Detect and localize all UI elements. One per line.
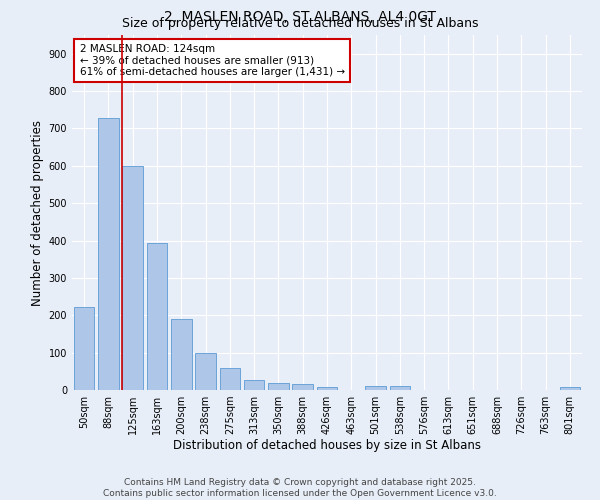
Bar (268, 382, 289, 390)
Bar (389, 386, 410, 390)
Text: 2 MASLEN ROAD: 124sqm
← 39% of detached houses are smaller (913)
61% of semi-det: 2 MASLEN ROAD: 124sqm ← 39% of detached … (80, 44, 345, 77)
Bar (74, 307, 94, 390)
X-axis label: Distribution of detached houses by size in St Albans: Distribution of detached houses by size … (173, 438, 481, 452)
Text: Size of property relative to detached houses in St Albans: Size of property relative to detached ho… (122, 18, 478, 30)
Bar (560, 387, 580, 390)
Bar (220, 368, 240, 390)
Text: 2, MASLEN ROAD, ST ALBANS, AL4 0GT: 2, MASLEN ROAD, ST ALBANS, AL4 0GT (164, 10, 436, 24)
Bar (195, 352, 216, 390)
Text: Contains HM Land Registry data © Crown copyright and database right 2025.
Contai: Contains HM Land Registry data © Crown c… (103, 478, 497, 498)
Bar (98, 118, 119, 390)
Bar (317, 387, 337, 390)
Y-axis label: Number of detached properties: Number of detached properties (31, 120, 44, 306)
Bar (146, 243, 167, 390)
Bar (122, 166, 143, 390)
Bar (292, 384, 313, 390)
Bar (171, 319, 191, 390)
Bar (244, 380, 265, 390)
Bar (365, 386, 386, 390)
